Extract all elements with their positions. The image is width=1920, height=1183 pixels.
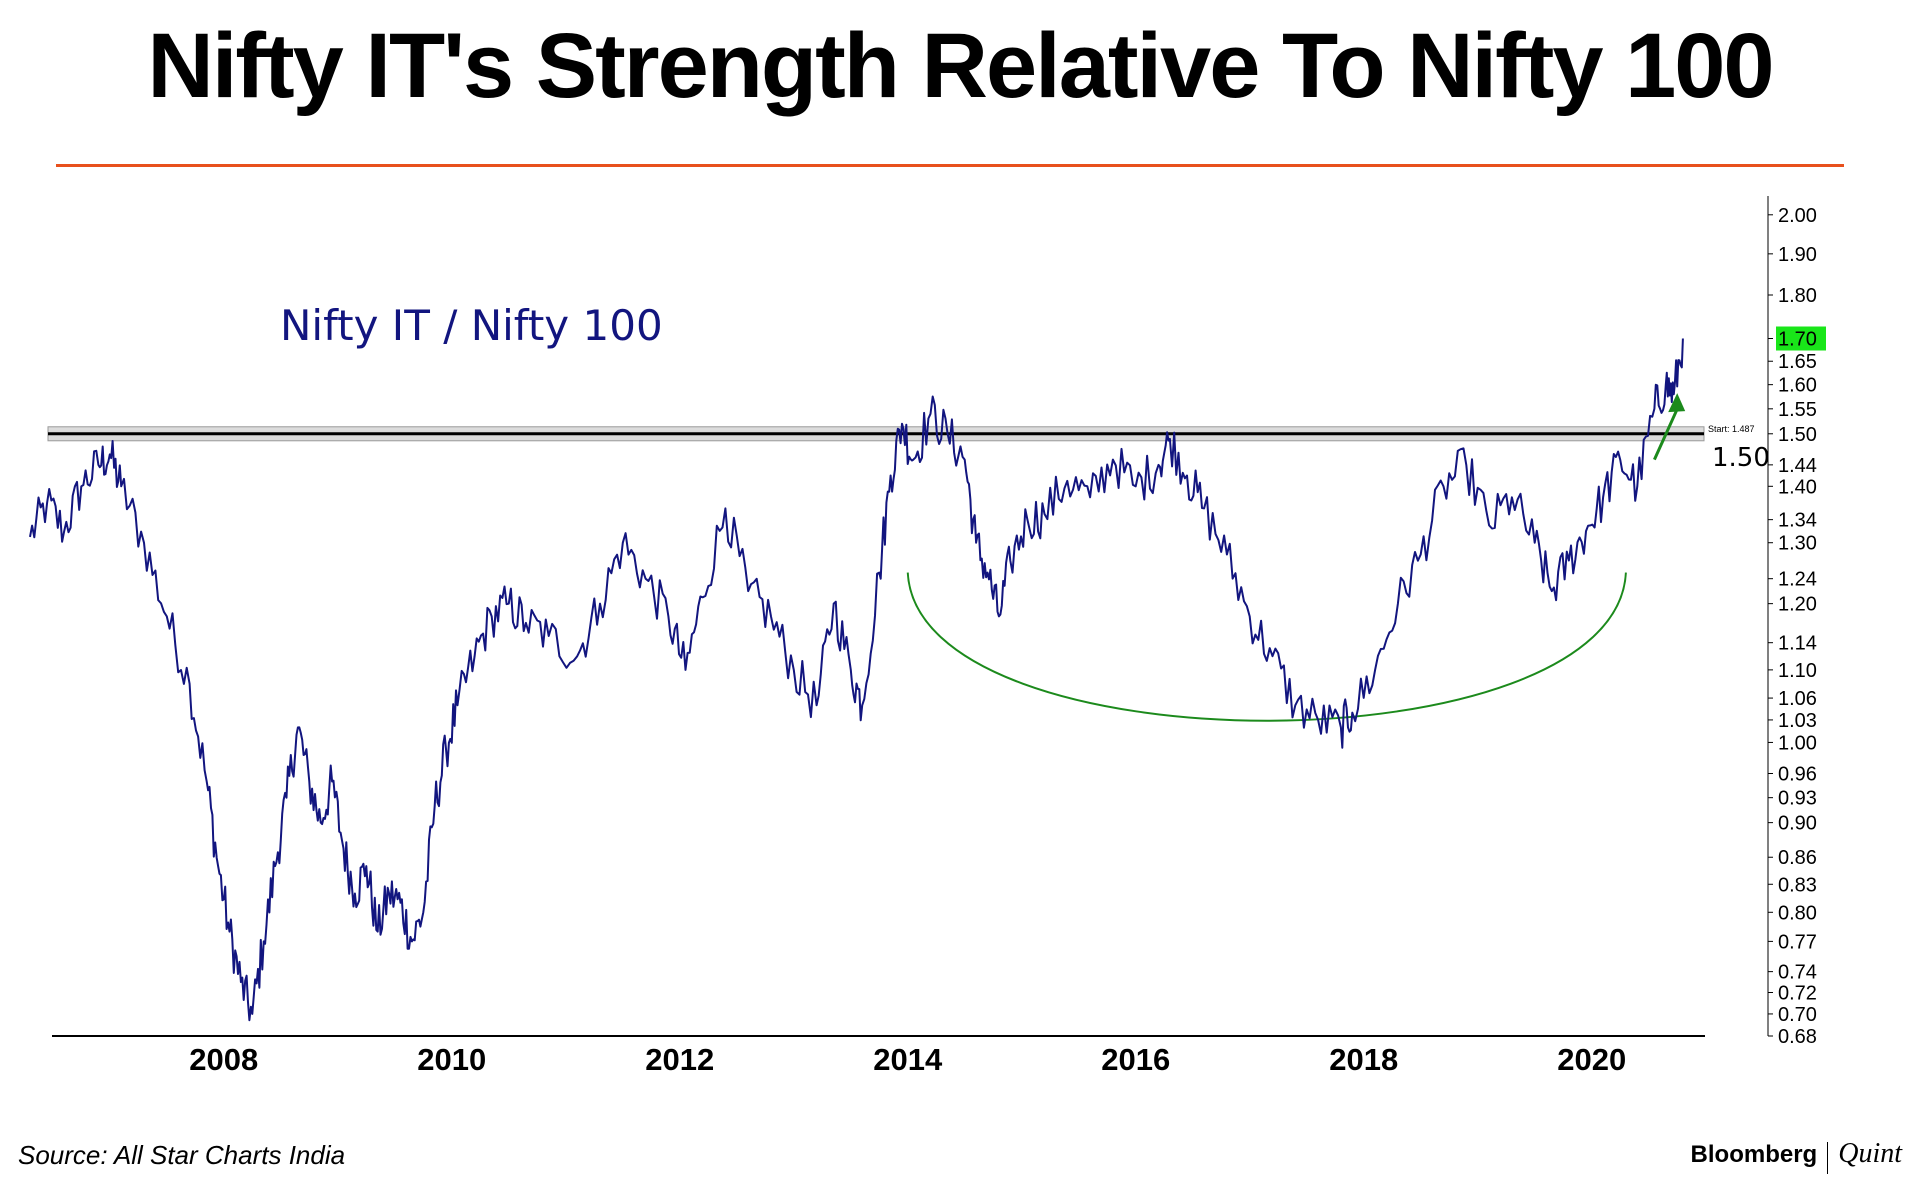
y-axis: 2.00 1.90 1.80 1.701.651.601.55 1.50 1.441.40… bbox=[1767, 196, 1826, 1048]
last-value-badge bbox=[1776, 326, 1826, 351]
y-tick-label: 1.20 bbox=[1778, 594, 1817, 616]
y-tick-label: 0.77 bbox=[1778, 931, 1817, 953]
y-tick-label: 2.00 bbox=[1778, 205, 1817, 227]
y-tick-label: 0.74 bbox=[1778, 962, 1817, 984]
y-tick-label: 1.06 bbox=[1778, 688, 1817, 710]
y-tick-label: 0.83 bbox=[1778, 874, 1817, 896]
y-tick-label: 1.40 bbox=[1778, 476, 1817, 498]
y-tick-label: 1.10 bbox=[1778, 660, 1817, 682]
y-tick-label: 1.90 bbox=[1778, 244, 1817, 266]
x-tick-label: 2014 bbox=[873, 1042, 943, 1077]
y-tick-label: 0.93 bbox=[1778, 788, 1817, 810]
y-tick-label: 1.50 bbox=[1778, 424, 1817, 446]
y-tick-label: 1.55 bbox=[1778, 399, 1817, 421]
brand-quint: Quint bbox=[1838, 1138, 1902, 1169]
x-tick-label: 2018 bbox=[1329, 1042, 1398, 1077]
breakout-arrow-shaft bbox=[1653, 408, 1679, 461]
y-tick-label: 1.34 bbox=[1778, 510, 1817, 532]
rounding-bottom-arc bbox=[906, 572, 1627, 722]
y-tick-label: 1.60 bbox=[1778, 375, 1817, 397]
resistance-value-label: 1.50 bbox=[1712, 443, 1770, 473]
series-line-nifty-it-vs-nifty-100 bbox=[29, 338, 1684, 1022]
y-tick-label: 1.30 bbox=[1778, 533, 1817, 555]
overlays: Start: 1.487 1.50 bbox=[47, 393, 1770, 722]
breakout-arrow-head bbox=[1668, 393, 1686, 413]
series-layer bbox=[29, 338, 1684, 1022]
y-tick-label: 0.90 bbox=[1778, 813, 1817, 835]
y-tick-label: 1.03 bbox=[1778, 710, 1817, 732]
chart-title: Nifty IT's Strength Relative To Nifty 10… bbox=[147, 15, 1774, 117]
resistance-start-label: Start: 1.487 bbox=[1708, 424, 1755, 434]
title-underline bbox=[56, 164, 1844, 167]
brand-bloomberg: Bloomberg bbox=[1690, 1141, 1818, 1168]
series-label: Nifty IT / Nifty 100 bbox=[280, 301, 663, 350]
y-tick-label: 1.70 bbox=[1778, 329, 1817, 351]
x-tick-label: 2010 bbox=[417, 1042, 486, 1077]
brand-divider bbox=[1827, 1141, 1829, 1174]
source-note: Source: All Star Charts India bbox=[18, 1140, 346, 1170]
y-tick-label: 0.80 bbox=[1778, 902, 1817, 924]
x-tick-label: 2016 bbox=[1101, 1042, 1170, 1077]
y-tick-label: 1.00 bbox=[1778, 732, 1817, 754]
x-tick-label: 2020 bbox=[1557, 1042, 1626, 1077]
y-tick-label: 0.68 bbox=[1778, 1026, 1817, 1048]
y-tick-label: 0.96 bbox=[1778, 764, 1817, 786]
y-tick-label: 0.70 bbox=[1778, 1004, 1817, 1026]
y-tick-label: 1.80 bbox=[1778, 285, 1817, 307]
x-tick-label: 2012 bbox=[645, 1042, 714, 1077]
y-tick-label: 1.24 bbox=[1778, 569, 1817, 591]
y-tick-label: 0.72 bbox=[1778, 982, 1817, 1004]
brand-logo: Bloomberg Quint bbox=[1691, 1138, 1902, 1174]
y-tick-label: 1.65 bbox=[1778, 351, 1817, 373]
x-tick-label: 2008 bbox=[189, 1042, 258, 1077]
x-axis: 2008 2010 2012 2014 2016 2018 2020 bbox=[52, 1035, 1705, 1077]
y-tick-label: 1.44 bbox=[1778, 455, 1817, 477]
y-tick-label: 1.14 bbox=[1778, 633, 1817, 655]
y-tick-label: 0.86 bbox=[1778, 847, 1817, 869]
